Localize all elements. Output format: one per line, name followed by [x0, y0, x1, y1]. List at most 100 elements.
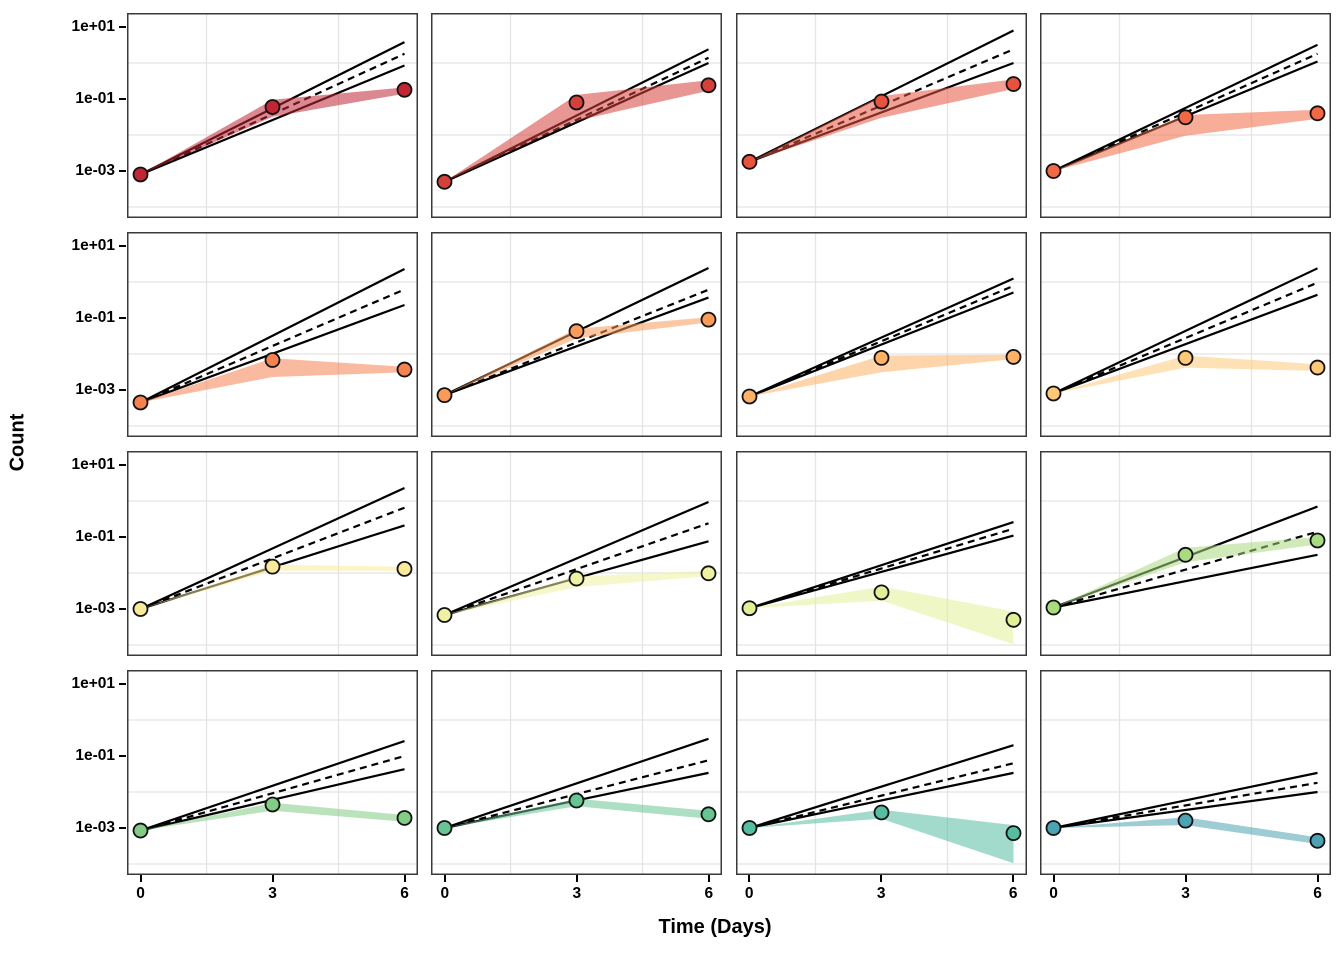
data-point — [1045, 820, 1062, 836]
y-axis-tick-label: 1e+01 — [71, 18, 115, 35]
data-point — [396, 560, 413, 577]
data-point — [396, 81, 413, 98]
fan-upper-line — [140, 267, 405, 404]
facet-plot-r2c1 — [127, 232, 418, 437]
fan-mid-dashed-line — [1053, 781, 1318, 830]
facet-panel-r2c1 — [127, 232, 418, 437]
fan-upper-line — [1053, 771, 1318, 830]
fan-upper-line — [140, 486, 405, 610]
uncertainty-ribbon — [749, 809, 1014, 864]
facet-plot-r2c2 — [431, 232, 723, 437]
x-axis-tick-label: 6 — [400, 885, 409, 902]
x-axis-tick-mark — [707, 875, 710, 882]
uncertainty-ribbon — [140, 564, 405, 609]
y-axis-tick-mark — [119, 608, 126, 610]
fan-lower-line — [748, 534, 1014, 610]
fan-lower-line — [1053, 790, 1318, 830]
y-axis-tick-mark — [119, 683, 126, 685]
facet-panel-r2c4 — [1040, 232, 1331, 437]
data-point — [568, 570, 585, 587]
panel-border — [127, 13, 418, 218]
facet-plot-r2c4 — [1040, 232, 1331, 437]
y-axis-tick-label: 1e+01 — [71, 456, 115, 473]
x-axis-tick-label: 3 — [876, 885, 886, 902]
data-point — [1045, 385, 1062, 402]
fan-upper-line — [748, 744, 1014, 830]
fan-mid-dashed-line — [140, 754, 405, 832]
x-axis-tick-label: 0 — [440, 885, 450, 902]
data-point — [1005, 611, 1022, 628]
x-axis-tick-mark — [1184, 875, 1187, 882]
x-axis-tick-mark — [443, 875, 446, 882]
fan-mid-dashed-line — [1053, 281, 1318, 395]
fan-upper-line — [748, 521, 1014, 610]
uncertainty-ribbon — [1053, 817, 1318, 844]
data-point — [436, 820, 453, 836]
data-point — [1309, 832, 1326, 849]
y-axis-tick-label: 1e-03 — [75, 819, 115, 836]
facet-panel-r3c4 — [1040, 451, 1331, 656]
panel-border — [735, 232, 1027, 437]
data-point — [700, 806, 717, 823]
facet-panel-r4c3 — [735, 670, 1027, 875]
y-axis-tick-label: 1e-01 — [75, 528, 115, 545]
fan-mid-dashed-line — [444, 522, 710, 617]
panel-border — [431, 670, 723, 875]
facet-panel-r1c3 — [735, 13, 1027, 218]
facet-plot-r1c3 — [735, 13, 1027, 218]
fan-mid-dashed-line — [748, 284, 1014, 398]
data-point — [264, 796, 281, 813]
data-point — [436, 173, 453, 190]
data-point — [873, 804, 890, 821]
fan-upper-line — [748, 277, 1014, 398]
data-point — [436, 387, 453, 404]
data-point — [741, 820, 758, 836]
fan-upper-line — [1053, 267, 1318, 395]
y-axis-tick-mark — [119, 389, 126, 391]
uncertainty-ribbon — [749, 79, 1014, 162]
facet-panel-r1c1 — [127, 13, 418, 218]
data-point — [264, 558, 281, 575]
data-point — [1005, 825, 1022, 842]
data-point — [1045, 163, 1062, 179]
panel-border — [431, 13, 723, 218]
data-point — [700, 565, 717, 582]
x-axis-title: Time (Days) — [658, 916, 772, 938]
y-axis-tick-mark — [119, 464, 126, 466]
y-axis-tick-mark — [119, 755, 126, 757]
facet-plot-r4c2 — [431, 670, 723, 875]
facet-plot-r4c4 — [1040, 670, 1331, 875]
panel-border — [1040, 232, 1331, 437]
x-axis-tick-mark — [1316, 875, 1319, 882]
y-axis-tick-mark — [119, 245, 126, 247]
facet-plot-r3c4 — [1040, 451, 1331, 656]
fan-mid-dashed-line — [444, 288, 710, 397]
y-axis-tick-label: 1e-03 — [75, 162, 115, 179]
x-axis-tick-mark — [1012, 875, 1015, 882]
x-axis-tick-label: 6 — [1008, 885, 1018, 902]
data-point — [396, 810, 413, 826]
panel-border — [735, 451, 1027, 656]
x-axis-tick-label: 3 — [268, 885, 277, 902]
x-axis-tick-label: 0 — [744, 885, 754, 902]
data-point — [568, 323, 585, 340]
data-point — [873, 349, 890, 366]
y-axis-tick-mark — [119, 827, 126, 829]
y-axis-tick-mark — [119, 536, 126, 538]
facet-panel-r2c3 — [735, 232, 1027, 437]
fan-upper-line — [444, 737, 710, 830]
panel-border — [735, 670, 1027, 875]
y-axis-tick-mark — [119, 317, 126, 319]
facet-panel-r1c4 — [1040, 13, 1331, 218]
data-point — [741, 600, 758, 617]
fan-mid-dashed-line — [140, 506, 405, 611]
x-axis-tick-mark — [575, 875, 578, 882]
data-point — [1005, 349, 1022, 365]
data-point — [700, 311, 717, 328]
fan-mid-dashed-line — [748, 527, 1014, 610]
uncertainty-ribbon — [444, 80, 709, 182]
fan-lower-line — [444, 296, 710, 397]
facet-panel-r1c2 — [431, 13, 723, 218]
data-point — [1177, 349, 1194, 366]
facet-plot-r4c3 — [735, 670, 1027, 875]
